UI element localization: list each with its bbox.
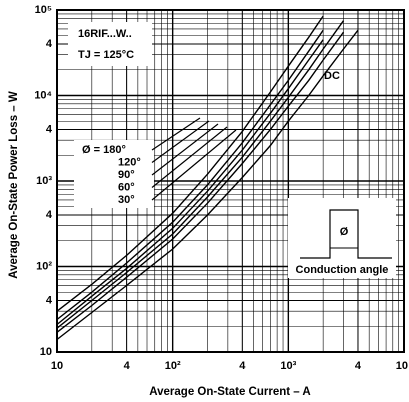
x-tick-label: 10³ bbox=[280, 360, 296, 372]
leader-line bbox=[151, 120, 210, 163]
series-label: 90° bbox=[118, 169, 135, 181]
series-line bbox=[56, 31, 345, 333]
series-label: DC bbox=[324, 70, 340, 82]
leader-line bbox=[151, 126, 228, 188]
leader-line bbox=[151, 117, 201, 151]
y-tick-label: 10² bbox=[36, 260, 52, 272]
series-line bbox=[56, 29, 324, 321]
y-tick-label: 10⁵ bbox=[35, 4, 52, 16]
annotation: Conduction angle bbox=[296, 264, 389, 276]
y-tick-label: 10⁴ bbox=[34, 89, 52, 101]
x-tick-label: 4 bbox=[239, 360, 246, 372]
plot-frame bbox=[56, 9, 405, 353]
inset-box bbox=[288, 198, 396, 278]
series-line bbox=[56, 20, 345, 329]
x-axis-label: Average On-State Current – A bbox=[149, 386, 310, 398]
x-tick-label: 10 bbox=[51, 360, 63, 372]
y-tick-label: 4 bbox=[46, 38, 53, 50]
y-axis-label: Average On-State Power Loss – W bbox=[8, 91, 20, 279]
x-tick-label: 4 bbox=[124, 360, 131, 372]
series-line bbox=[56, 39, 324, 326]
series-line bbox=[56, 29, 359, 341]
annotation: 16RIF...W.. bbox=[78, 28, 132, 40]
series-label: 30° bbox=[118, 194, 135, 206]
series-label: 120° bbox=[118, 156, 141, 168]
series-label: 60° bbox=[118, 181, 135, 193]
x-tick-label: 4 bbox=[355, 360, 362, 372]
y-tick-label: 4 bbox=[46, 123, 53, 135]
y-tick-label: 4 bbox=[46, 209, 53, 221]
y-tick-label: 10 bbox=[40, 346, 52, 358]
label-box bbox=[74, 140, 154, 208]
waveform bbox=[300, 209, 392, 259]
x-tick-label: 10 bbox=[396, 360, 408, 372]
leader-line bbox=[151, 123, 219, 176]
annotation-box bbox=[68, 22, 152, 66]
leader-line bbox=[151, 129, 237, 201]
x-tick-label: 10² bbox=[165, 360, 181, 372]
y-tick-label: 4 bbox=[46, 294, 53, 306]
annotation: TJ = 125°C bbox=[78, 49, 134, 61]
y-tick-label: 10³ bbox=[36, 175, 52, 187]
annotation: Ø bbox=[340, 226, 349, 238]
series-line bbox=[56, 15, 324, 312]
angle-arrow bbox=[329, 244, 359, 252]
series-label: Ø = 180° bbox=[82, 144, 126, 156]
